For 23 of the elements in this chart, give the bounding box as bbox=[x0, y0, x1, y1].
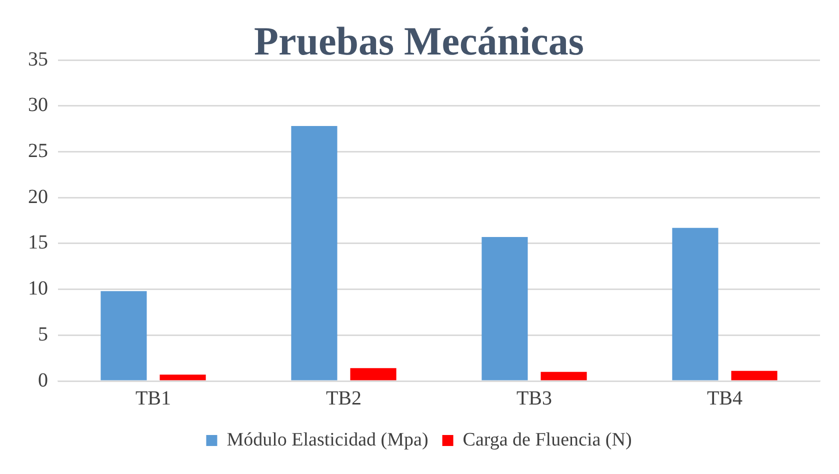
x-tick-label: TB2 bbox=[326, 387, 362, 410]
x-tick-label: TB4 bbox=[706, 387, 743, 410]
y-tick-label: 0 bbox=[38, 369, 48, 392]
y-tick-label: 15 bbox=[28, 232, 48, 254]
bar bbox=[540, 372, 587, 380]
y-tick-label: 25 bbox=[28, 140, 48, 162]
y-tick-label: 30 bbox=[28, 94, 48, 116]
bar bbox=[672, 228, 718, 380]
legend-label: Carga de Fluencia (N) bbox=[462, 429, 632, 450]
chart-title: Pruebas Mecánicas bbox=[254, 18, 584, 64]
bar bbox=[100, 291, 147, 380]
x-tick-label: TB1 bbox=[135, 387, 172, 410]
y-tick-label: 20 bbox=[28, 186, 48, 208]
bar bbox=[350, 368, 396, 380]
y-tick-label: 10 bbox=[28, 278, 48, 300]
y-tick-label: 35 bbox=[28, 48, 48, 70]
legend-label: Módulo Elasticidad (Mpa) bbox=[226, 429, 428, 450]
bar bbox=[160, 374, 206, 380]
bar bbox=[482, 237, 528, 380]
bar bbox=[291, 126, 338, 380]
y-tick-label: 5 bbox=[38, 323, 48, 346]
x-tick-label: TB3 bbox=[516, 387, 552, 410]
bar bbox=[731, 370, 778, 380]
